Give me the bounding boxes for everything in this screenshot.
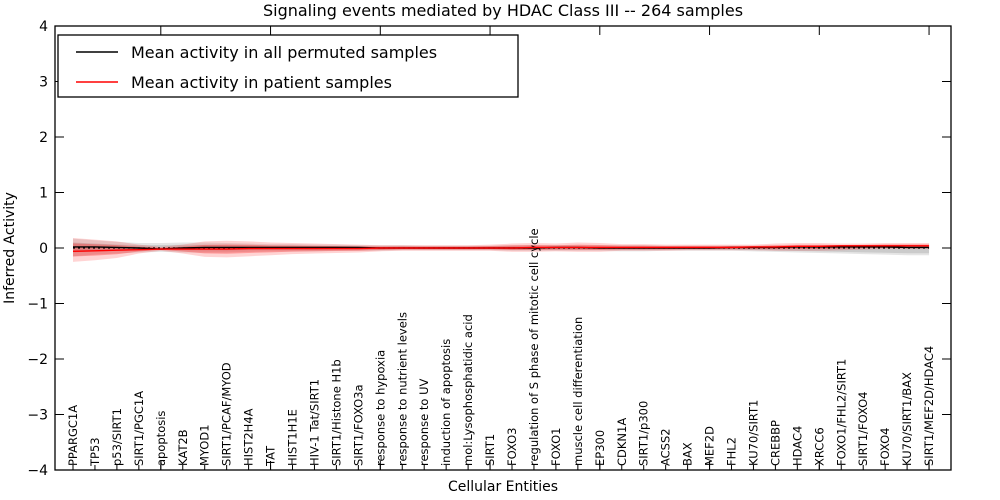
series-lines bbox=[72, 245, 930, 253]
x-tick-label: HIST2H4A bbox=[242, 408, 256, 466]
x-tick-label: SIRT1/Histone H1b bbox=[329, 359, 343, 466]
x-tick-label: MYOD1 bbox=[198, 424, 212, 466]
y-tick-label: 4 bbox=[39, 19, 48, 35]
x-tick-label: SIRT1/MEF2D/HDAC4 bbox=[922, 346, 936, 466]
x-tick-label: HIV-1 Tat/SIRT1 bbox=[307, 379, 321, 466]
x-tick-label: KU70/SIRT1/BAX bbox=[900, 372, 914, 466]
x-tick-label: BAX bbox=[681, 442, 695, 466]
y-tick-label: −4 bbox=[27, 463, 48, 479]
confidence-bands bbox=[73, 238, 930, 262]
x-tick-label: TAT bbox=[264, 445, 278, 467]
x-tick-label: HIST1H1E bbox=[286, 409, 300, 466]
x-tick-label: apoptosis bbox=[154, 411, 168, 466]
x-tick-label: SIRT1/PGC1A bbox=[132, 391, 146, 466]
axis-ticks bbox=[55, 25, 951, 471]
x-tick-label: regulation of S phase of mitotic cell cy… bbox=[527, 228, 541, 466]
x-tick-label: response to UV bbox=[417, 378, 431, 466]
x-tick-label: mol:Lysophosphatidic acid bbox=[461, 314, 475, 466]
x-tick-label: FOXO1 bbox=[549, 428, 563, 466]
y-tick-label: 1 bbox=[39, 186, 48, 202]
y-tick-label: −1 bbox=[27, 297, 48, 313]
x-tick-label: HDAC4 bbox=[790, 426, 804, 466]
x-tick-label: XRCC6 bbox=[812, 427, 826, 466]
patient-mean-line bbox=[72, 245, 930, 253]
x-tick-label: p53/SIRT1 bbox=[110, 408, 124, 466]
x-tick-label: SIRT1/p300 bbox=[637, 401, 651, 466]
legend-label-permuted: Mean activity in all permuted samples bbox=[131, 43, 437, 62]
x-tick-label: PPARGC1A bbox=[66, 405, 80, 466]
x-tick-label: CDKN1A bbox=[615, 418, 629, 466]
x-tick-label: FOXO1/FHL2/SIRT1 bbox=[834, 359, 848, 466]
x-tick-label: muscle cell differentiation bbox=[571, 317, 585, 466]
x-tick-label: FOXO3 bbox=[505, 428, 519, 466]
x-tick-label: induction of apoptosis bbox=[439, 339, 453, 466]
y-axis-label: Inferred Activity bbox=[2, 192, 18, 304]
x-tick-label: ACSS2 bbox=[659, 428, 673, 466]
legend-label-patient: Mean activity in patient samples bbox=[131, 73, 392, 92]
x-tick-label: KU70/SIRT1 bbox=[746, 400, 760, 466]
x-tick-label: MEF2D bbox=[703, 426, 717, 466]
y-tick-label: −2 bbox=[27, 352, 48, 368]
x-tick-label: FOXO4 bbox=[878, 428, 892, 466]
x-tick-label: CREBBP bbox=[768, 420, 782, 466]
y-tick-label: 3 bbox=[39, 75, 48, 91]
x-tick-label: SIRT1 bbox=[483, 434, 497, 466]
x-category-labels: PPARGC1A TP53 p53/SIRT1 SIRT1/PGC1A apoptosi… bbox=[66, 228, 936, 467]
x-tick-label: TP53 bbox=[88, 437, 102, 467]
x-tick-label: response to nutrient levels bbox=[395, 312, 409, 466]
x-tick-label: SIRT1/PCAF/MYOD bbox=[220, 362, 234, 466]
x-axis-label: Cellular Entities bbox=[448, 479, 558, 495]
patient-samples-spread-inner bbox=[73, 243, 930, 257]
y-tick-label: −3 bbox=[27, 408, 48, 424]
y-tick-labels: 4 3 2 1 0 −1 −2 −3 −4 bbox=[27, 19, 48, 479]
x-tick-label: FHL2 bbox=[725, 437, 739, 466]
plot-frame bbox=[54, 25, 952, 471]
patient-samples-spread-outer bbox=[73, 238, 930, 262]
legend: Mean activity in all permuted samples Me… bbox=[57, 34, 519, 98]
x-tick-label: EP300 bbox=[593, 430, 607, 466]
y-tick-label: 2 bbox=[39, 130, 48, 146]
y-tick-label: 0 bbox=[39, 241, 48, 257]
x-tick-label: SIRT1/FOXO4 bbox=[856, 391, 870, 466]
x-tick-label: KAT2B bbox=[176, 429, 190, 466]
x-tick-label: response to hypoxia bbox=[373, 350, 387, 466]
chart-title: Signaling events mediated by HDAC Class … bbox=[263, 1, 743, 20]
x-tick-label: SIRT1/FOXO3a bbox=[351, 384, 365, 466]
legend-box bbox=[57, 34, 519, 98]
